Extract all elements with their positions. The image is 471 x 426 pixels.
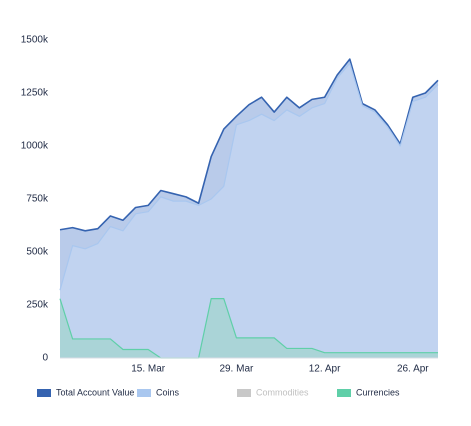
legend-label: Commodities [256,387,309,397]
legend-swatch [237,389,251,397]
x-tick-label: 29. Mar [219,364,254,375]
y-tick-label: 500k [26,247,49,258]
y-tick-label: 250k [26,300,49,311]
line [59,62,439,291]
area [60,298,438,358]
x-tick-label: 26. Apr [397,364,429,375]
x-tick-label: 12. Apr [309,364,341,375]
legend-label: Coins [156,387,180,397]
x-tick-label: 15. Mar [131,364,166,375]
y-tick-label: 1000k [21,141,49,152]
y-tick-label: 1500k [21,35,49,46]
y-tick-label: 1250k [21,88,49,99]
legend-swatch [337,389,351,397]
legend-label: Currencies [356,387,400,397]
area [60,63,438,358]
legend-swatch [137,389,151,397]
legend-label: Total Account Value [56,387,134,397]
line [59,58,439,232]
line [59,298,438,359]
legend-swatch [37,389,51,397]
y-tick-label: 0 [42,353,48,364]
y-tick-label: 750k [26,194,49,205]
